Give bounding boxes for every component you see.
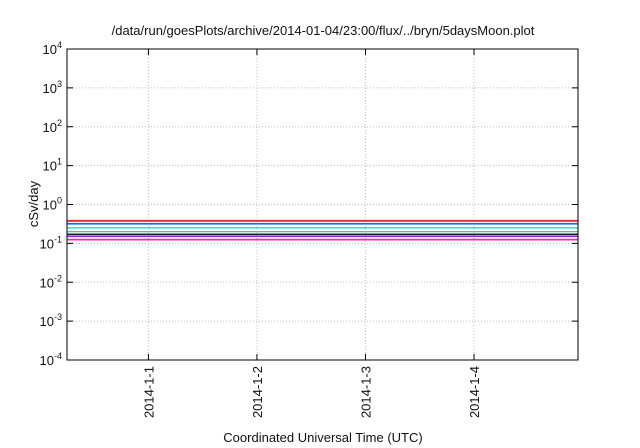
y-tick-label: 10-4: [40, 351, 62, 368]
y-axis-ticks: 10-4 10-3 10-2 10-1 100 101 102 103 104: [40, 40, 578, 368]
y-tick-label: 101: [43, 157, 62, 174]
grid: [67, 49, 578, 360]
x-axis-ticks: 2014-1-1 2014-1-2 2014-1-3 2014-1-4: [141, 49, 482, 418]
series-layer: [67, 219, 578, 241]
y-tick-label: 10-3: [40, 312, 62, 329]
y-tick-label: 100: [43, 196, 62, 213]
chart-title: /data/run/goesPlots/archive/2014-01-04/2…: [112, 23, 535, 38]
y-tick-label: 104: [43, 40, 62, 57]
y-tick-label: 103: [43, 79, 62, 96]
x-tick-label: 2014-1-2: [250, 366, 265, 418]
x-axis-label: Coordinated Universal Time (UTC): [223, 430, 422, 445]
x-tick-label: 2014-1-4: [467, 366, 482, 418]
y-tick-label: 10-2: [40, 273, 62, 290]
y-axis-label: cSv/day: [26, 180, 41, 227]
y-tick-label: 102: [43, 118, 62, 135]
y-tick-label: 10-1: [40, 234, 62, 251]
x-tick-label: 2014-1-1: [141, 366, 156, 418]
x-tick-label: 2014-1-3: [358, 366, 373, 418]
